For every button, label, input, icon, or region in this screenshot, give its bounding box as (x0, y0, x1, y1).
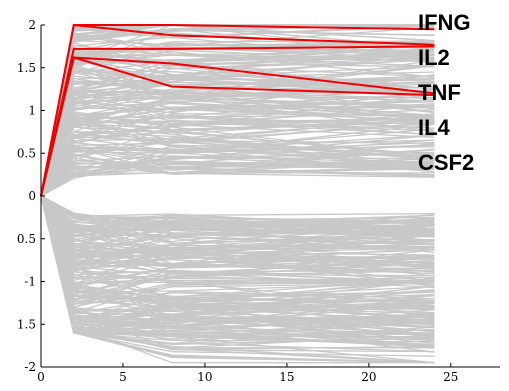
y-tick-label: 0 (28, 189, 36, 203)
background-series-line (40, 195, 435, 316)
background-series-line (40, 195, 435, 311)
highlighted-series-group (40, 23, 435, 197)
x-tick-label: 0 (37, 370, 45, 384)
x-tick-label: 25 (443, 370, 458, 384)
background-series-line (40, 195, 435, 258)
highlighted-series-line (40, 56, 435, 197)
background-series-line (40, 195, 435, 265)
y-tick-label: 1.5 (17, 61, 36, 75)
background-series-line (40, 195, 435, 234)
gene-label: IL4 (418, 115, 451, 140)
background-series-line (40, 113, 435, 197)
x-tick-label: 15 (279, 370, 294, 384)
x-tick-label: 20 (361, 370, 376, 384)
y-tick-label: -2 (24, 360, 36, 374)
background-series-line (40, 113, 435, 197)
background-series-line (40, 121, 435, 197)
highlighted-series-line (40, 23, 435, 197)
background-series-line (40, 195, 435, 241)
background-series-line (40, 195, 435, 272)
background-series-line (40, 78, 435, 197)
y-tick-label: 2 (28, 18, 36, 32)
background-series-line (40, 195, 435, 266)
background-series-line (40, 195, 435, 228)
background-series-line (40, 195, 435, 321)
y-axis-ticks: -2 1.5 -1 0.5 0 0.5 1 1.5 2 (17, 18, 45, 374)
background-series-line (40, 172, 435, 197)
background-series-line (40, 195, 435, 236)
x-tick-label: 5 (119, 370, 127, 384)
y-tick-label: 0.5 (17, 232, 36, 246)
gene-label: IL2 (418, 45, 450, 70)
background-series-line (40, 66, 435, 197)
background-series-line (40, 117, 435, 197)
y-tick-label: -1 (24, 275, 36, 289)
background-series-line (40, 139, 435, 197)
x-tick-label: 10 (197, 370, 212, 384)
background-series-line (40, 195, 435, 232)
y-tick-label: 1.5 (17, 317, 36, 331)
y-tick-label: 0.5 (17, 146, 36, 160)
background-series-line (40, 195, 435, 278)
gene-label: TNF (418, 80, 461, 105)
background-series-line (40, 81, 435, 197)
gene-label: CSF2 (418, 150, 474, 175)
background-series-line (40, 195, 435, 319)
background-series-line (40, 195, 435, 273)
gene-label: IFNG (418, 10, 471, 35)
y-tick-label: 1 (28, 104, 36, 118)
gene-labels: IFNG IL2 TNF IL4 CSF2 (418, 10, 474, 175)
background-series-line (40, 195, 435, 282)
x-axis-ticks: 0 5 10 15 20 25 (37, 363, 458, 384)
background-series-line (40, 165, 435, 197)
background-series-group (40, 24, 435, 364)
background-series-line (40, 104, 435, 197)
